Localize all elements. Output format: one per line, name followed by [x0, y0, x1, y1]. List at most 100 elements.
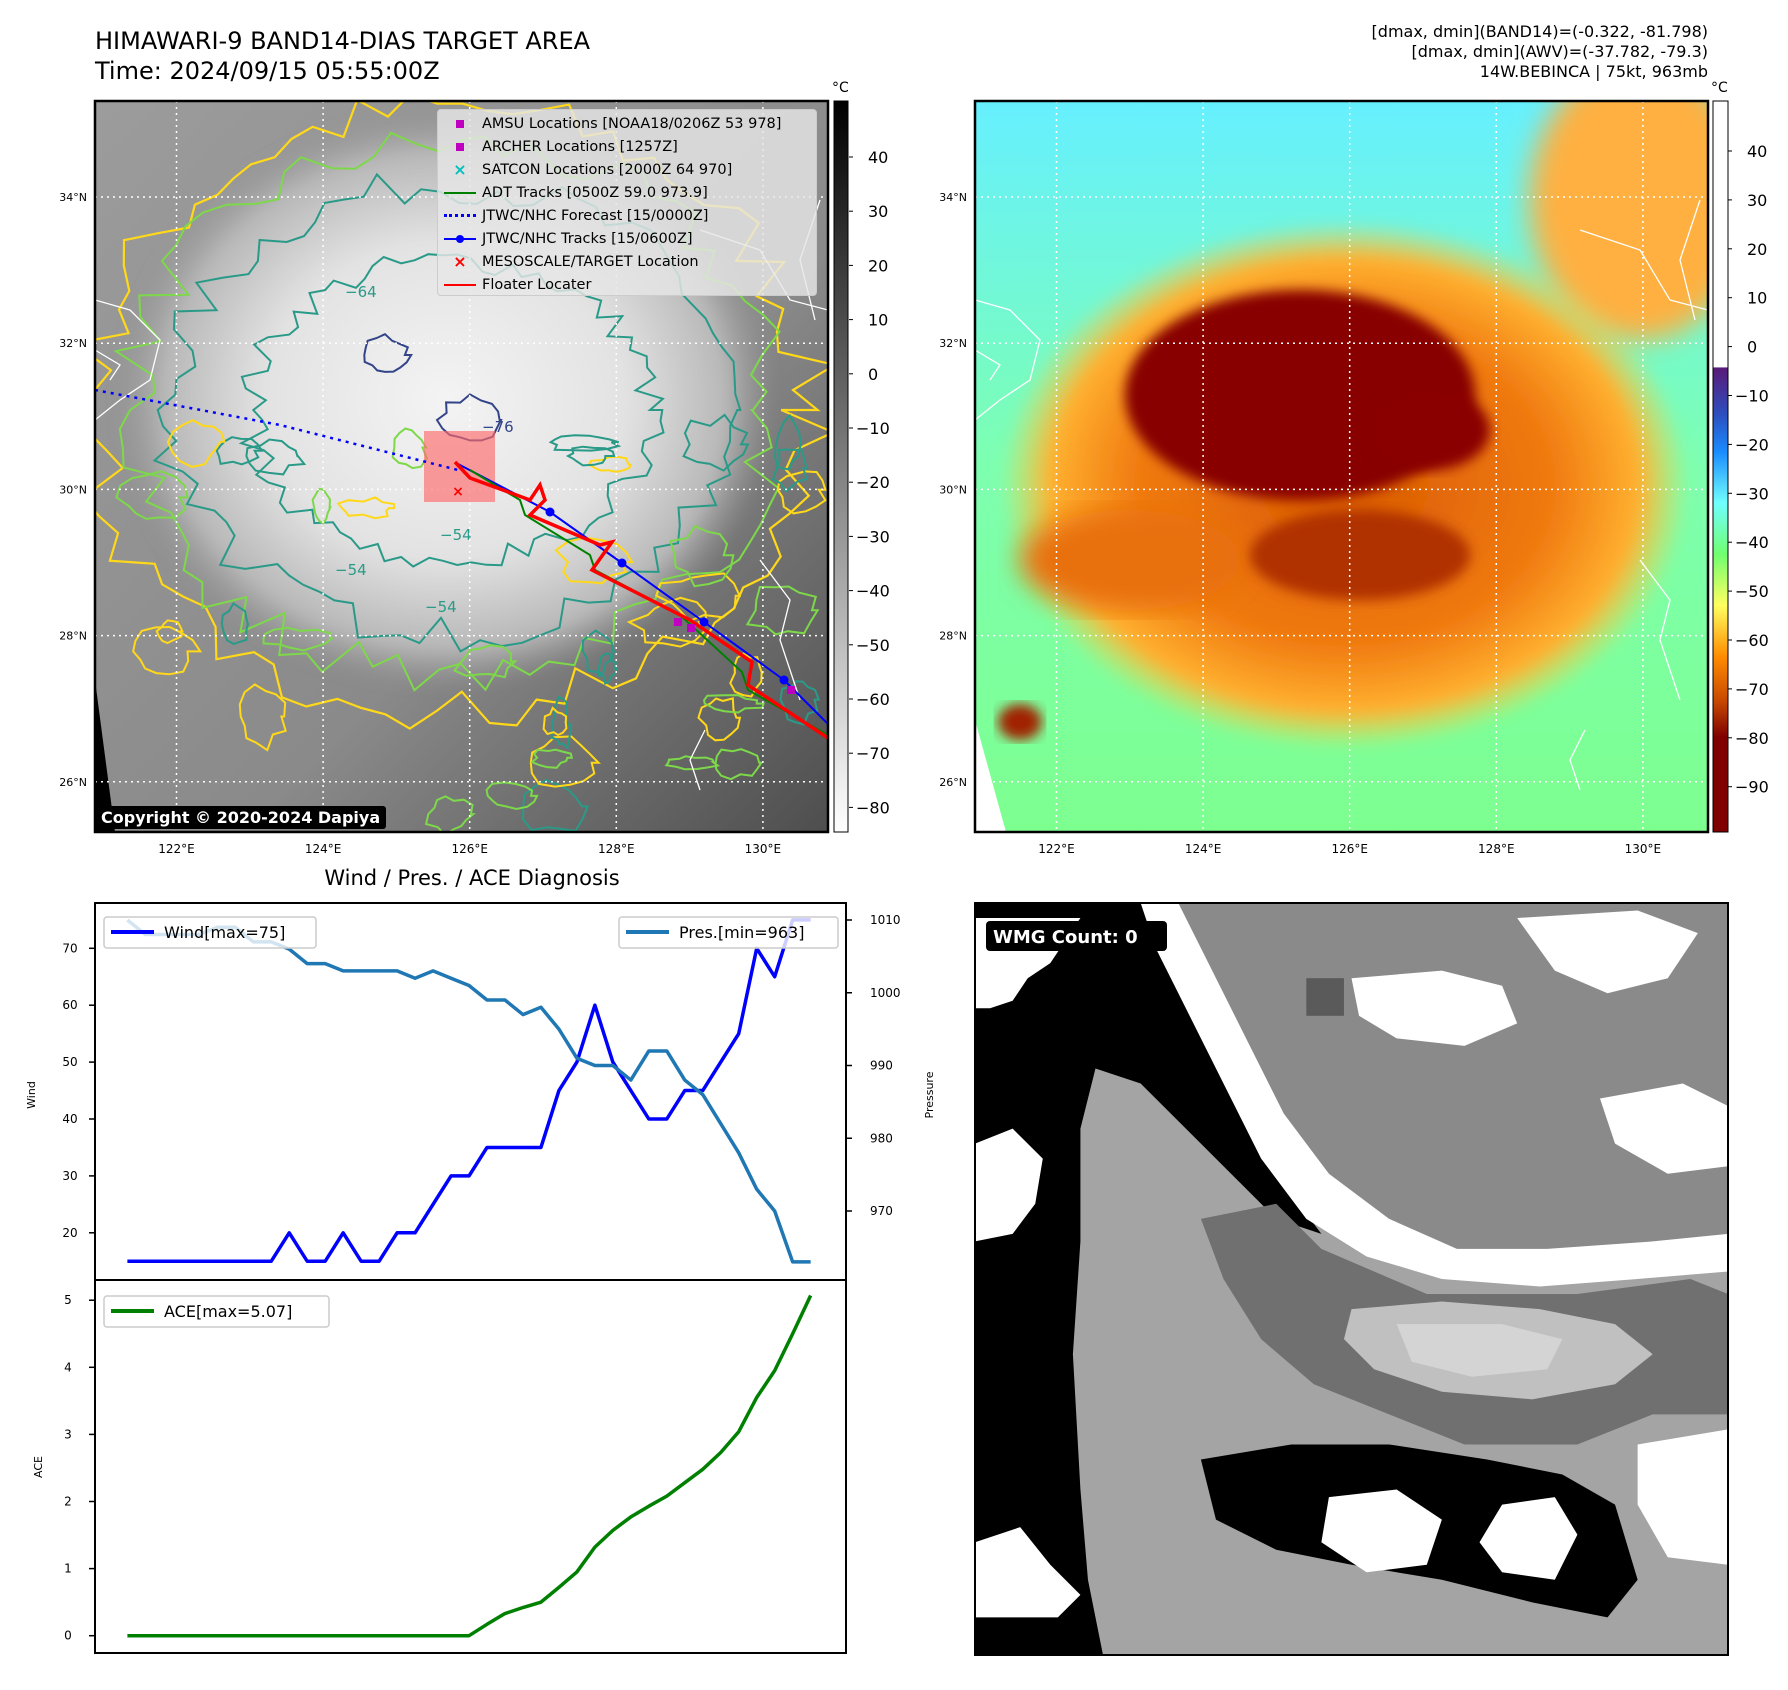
legend-key-line-dot-icon	[438, 234, 482, 243]
lon-tick-label: 130°E	[1625, 842, 1662, 856]
colorbar-tick-label: 0	[1747, 338, 1757, 357]
contour-line	[245, 438, 307, 476]
legend-label: MESOSCALE/TARGET Location	[482, 253, 699, 270]
contour-line	[452, 644, 518, 679]
wmg-white-patch	[975, 1527, 1081, 1618]
legend-label: AMSU Locations [NOAA18/0206Z 53 978]	[482, 115, 782, 132]
coastline	[1639, 559, 1681, 701]
copyright-label: Copyright © 2020-2024 Dapiya	[95, 806, 387, 829]
contour-line	[220, 601, 250, 645]
ir-axis-labels: 34°N 32°N 30°N 28°N 26°N 122°E 124°E 126°E 128°E…	[59, 80, 890, 856]
floater-locater-line	[453, 460, 828, 740]
lon-tick-label: 126°E	[1331, 842, 1368, 856]
jtwc-track-point	[699, 617, 709, 627]
wind-tick-label: 30	[62, 1169, 77, 1183]
awv-axis-labels: 34°N 32°N 30°N 28°N 26°N 122°E 124°E 126°E 128°E…	[939, 80, 1769, 856]
wind-tick-label: 40	[62, 1112, 77, 1126]
wmg-white-patch	[975, 1128, 1043, 1242]
coastline	[95, 349, 121, 381]
wmg-white-blob	[1321, 1489, 1442, 1573]
wmg-white-blob	[1599, 1083, 1728, 1174]
coastline	[689, 729, 706, 791]
lat-tick-label: 26°N	[59, 776, 87, 789]
stat-awv: [dmax, dmin](AWV)=(-37.782, -79.3)	[1411, 42, 1708, 61]
ace-axis-label: ACE	[32, 1456, 45, 1478]
contour-line	[336, 496, 395, 520]
lat-tick-label: 34°N	[59, 191, 87, 204]
amsu-archer-marker	[787, 686, 795, 694]
colorbar-tick-label: −30	[1735, 484, 1769, 503]
legend-label: SATCON Locations [2000Z 64 970]	[482, 161, 733, 178]
pressure-tick-label: 1010	[870, 913, 901, 927]
legend-key-dotted-icon	[438, 214, 482, 217]
legend-key-line-icon	[438, 191, 482, 194]
legend-item: × SATCON Locations [2000Z 64 970]	[438, 158, 816, 181]
colorbar-unit: °C	[1711, 80, 1728, 96]
legend-item: ARCHER Locations [1257Z]	[438, 135, 816, 158]
pressure-legend-box	[618, 916, 839, 949]
contour-line	[776, 470, 827, 515]
ace-legend-label: ACE[max=5.07]	[164, 1302, 292, 1321]
map-gridlines	[975, 101, 1708, 832]
lat-tick-label: 34°N	[939, 191, 967, 204]
figure-title: HIMAWARI-9 BAND14-DIAS TARGET AREA Time:…	[95, 26, 590, 86]
no-data-wedge	[95, 680, 115, 832]
lon-tick-label: 126°E	[451, 842, 488, 856]
legend-label: ARCHER Locations [1257Z]	[482, 138, 678, 155]
colorbar-tick-label: −20	[1735, 435, 1769, 454]
awv-dry-core-east	[1370, 390, 1490, 470]
ace-series-line	[127, 1294, 813, 1638]
lon-tick-label: 128°E	[1478, 842, 1515, 856]
wind-legend-box	[103, 916, 317, 949]
contour-line	[522, 778, 590, 832]
lon-tick-label: 130°E	[745, 842, 782, 856]
wmg-white-blob	[1637, 1429, 1728, 1565]
coastlines	[975, 199, 1708, 791]
contour-line	[548, 434, 622, 452]
ir-map-frame	[93, 99, 830, 834]
ace-tick-label: 0	[64, 1629, 72, 1643]
contour-line	[363, 333, 413, 373]
coastline	[759, 559, 801, 701]
coastline	[1579, 229, 1708, 311]
colorbar-tick-label: −60	[1735, 631, 1769, 650]
ace-tick-label: 4	[64, 1360, 72, 1374]
colorbar-unit: °C	[832, 80, 849, 96]
contour-line	[581, 629, 616, 676]
lon-tick-label: 122°E	[1038, 842, 1075, 856]
lat-tick-label: 28°N	[59, 630, 87, 643]
legend-item: ADT Tracks [0500Z 59.0 973.9]	[438, 181, 816, 204]
contour-line	[773, 413, 803, 471]
wmg-panel	[975, 903, 1728, 1655]
legend-item: JTWC/NHC Forecast [15/0000Z]	[438, 204, 816, 227]
contour-line	[779, 680, 821, 726]
awv-orange-northeast	[1530, 101, 1708, 340]
legend-key-square-icon	[438, 142, 482, 151]
lat-tick-label: 32°N	[939, 337, 967, 350]
ace-tick-label: 5	[64, 1293, 72, 1307]
wmg-white-blob	[1517, 910, 1698, 994]
lat-tick-label: 30°N	[939, 483, 967, 496]
contour-line	[597, 652, 618, 686]
wmg-light-core-center	[1396, 1324, 1563, 1377]
colorbar-tick-label: −80	[856, 798, 890, 817]
ace-tick-label: 2	[64, 1495, 72, 1509]
awv-dry-band	[1250, 510, 1470, 600]
colorbar-tick-label: 10	[1747, 289, 1767, 308]
wind-axis-label: Wind	[25, 1081, 38, 1109]
contour-line	[697, 697, 742, 742]
coastline	[975, 349, 1001, 381]
wind-tick-label: 70	[62, 941, 77, 955]
lon-tick-label: 124°E	[305, 842, 342, 856]
contour-line	[714, 748, 764, 781]
wmg-white-blob	[1479, 1497, 1578, 1580]
target-location-marker: ×	[452, 484, 464, 500]
colorbar-tick-label: 30	[1747, 191, 1767, 210]
colorbar-tick-label: −80	[1735, 729, 1769, 748]
legend-label: JTWC/NHC Forecast [15/0000Z]	[482, 207, 709, 224]
colorbar-tick-label: 40	[1747, 142, 1767, 161]
contour-label: −54	[335, 561, 367, 579]
stat-band14: [dmax, dmin](BAND14)=(-0.322, -81.798)	[1371, 22, 1708, 41]
stat-storm: 14W.BEBINCA | 75kt, 963mb	[1479, 62, 1708, 81]
lon-tick-label: 128°E	[598, 842, 635, 856]
